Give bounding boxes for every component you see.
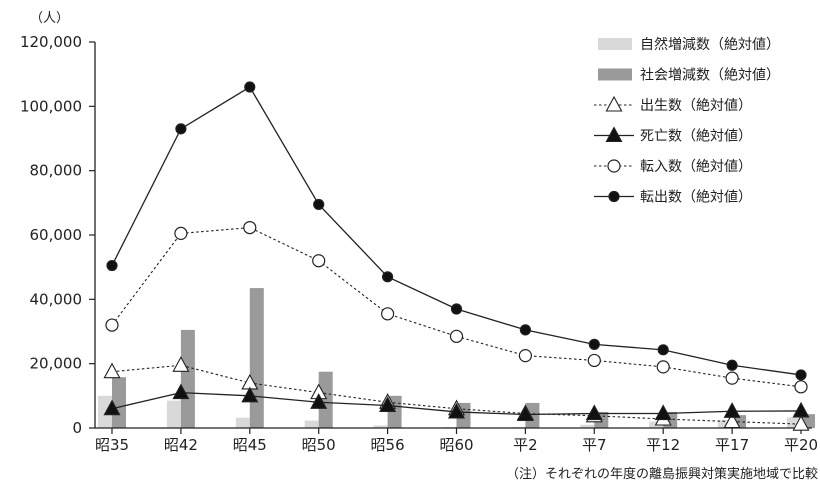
- point-move-in-8: [656, 360, 670, 374]
- point-deaths-2: [241, 386, 259, 403]
- legend-swatch-natural: [598, 38, 632, 50]
- x-tick-label: 平7: [582, 436, 607, 454]
- point-move-in-5: [449, 329, 464, 343]
- point-move-out-0: [106, 259, 118, 272]
- point-deaths-3: [310, 393, 328, 409]
- bar-social-6: [525, 402, 540, 428]
- legend-label-deaths: 死亡数（絶対値）: [640, 129, 752, 145]
- point-deaths-1: [172, 383, 190, 400]
- x-tick-label: 昭50: [302, 436, 336, 454]
- point-move-out-3: [313, 198, 325, 211]
- point-deaths-7: [585, 404, 603, 421]
- legend-marker-births: [605, 95, 623, 112]
- y-tick-label: 80,000: [30, 162, 83, 180]
- x-tick-label: 昭45: [233, 436, 267, 454]
- point-move-out-10: [795, 369, 807, 381]
- bar-natural-1: [166, 400, 181, 428]
- point-deaths-6: [516, 405, 534, 422]
- bar-natural-2: [235, 417, 250, 428]
- point-move-out-1: [175, 123, 187, 135]
- point-move-in-3: [312, 254, 326, 268]
- bar-social-1: [180, 329, 195, 428]
- legend-swatch-social: [598, 68, 632, 81]
- legend-marker-move-out: [608, 190, 620, 203]
- point-deaths-4: [379, 396, 397, 413]
- bar-social-2: [249, 288, 264, 428]
- point-deaths-10: [792, 401, 810, 418]
- x-tick-label: 平12: [646, 436, 680, 454]
- legend-marker-deaths: [605, 126, 623, 143]
- point-deaths-0: [103, 399, 121, 416]
- bar-natural-9: [718, 419, 733, 428]
- legend-label-move-in: 転入数（絶対値）: [640, 159, 752, 175]
- legend: 自然増減数（絶対値） 社会増減数（絶対値） 出生数（絶対値） 死亡数（絶対値） 転入数（…: [594, 36, 780, 206]
- y-tick-label: 0: [72, 419, 82, 437]
- point-deaths-8: [654, 404, 672, 421]
- x-tick-label: 昭56: [371, 436, 405, 454]
- legend-label-move-out: 転出数（絶対値）: [640, 190, 752, 206]
- point-move-out-6: [519, 324, 532, 336]
- x-tick-label: 平17: [715, 436, 749, 454]
- x-tick-label: 昭42: [164, 436, 198, 454]
- point-move-in-6: [518, 349, 533, 363]
- point-move-in-10: [794, 380, 808, 394]
- point-move-out-2: [244, 81, 256, 93]
- y-tick-label: 20,000: [30, 355, 83, 373]
- y-tick-label: 100,000: [20, 97, 82, 115]
- bar-natural-7: [580, 424, 595, 428]
- point-births-1: [172, 356, 190, 372]
- y-axis-unit-label: （人）: [30, 11, 69, 26]
- point-move-in-9: [725, 371, 739, 385]
- bar-natural-0: [98, 395, 112, 428]
- x-tick-label: 平20: [784, 436, 818, 454]
- point-births-0: [103, 362, 121, 379]
- legend-label-social: 社会増減数（絶対値）: [640, 67, 780, 84]
- bar-social-3: [318, 371, 333, 428]
- point-move-in-7: [587, 353, 601, 368]
- point-move-in-4: [381, 307, 395, 321]
- point-move-out-5: [450, 303, 463, 315]
- bar-natural-10: [787, 417, 801, 428]
- series-line-move-in: [111, 227, 802, 388]
- y-tick-label: 60,000: [30, 226, 83, 244]
- point-move-in-0: [105, 318, 119, 332]
- lines-layer: [103, 81, 810, 431]
- point-births-10: [792, 414, 810, 431]
- point-move-in-1: [174, 226, 188, 240]
- x-tick-label: 昭35: [95, 436, 129, 454]
- legend-marker-move-in: [607, 159, 621, 173]
- chart-note: （注）それぞれの年度の離島振興対策実施地域で比較: [506, 466, 818, 482]
- point-deaths-9: [723, 402, 741, 418]
- y-tick-label: 120,000: [20, 33, 82, 51]
- point-move-out-4: [382, 271, 394, 283]
- y-tick-label: 40,000: [30, 290, 83, 308]
- point-move-out-8: [657, 344, 669, 356]
- point-move-out-9: [726, 359, 738, 371]
- bar-social-0: [112, 377, 126, 428]
- x-tick-label: 昭60: [439, 436, 473, 454]
- legend-label-natural: 自然増減数（絶対値）: [640, 36, 780, 53]
- axes-layer: 0 20,000 40,000 60,000 80,000 100,000 120,000 昭…: [20, 33, 818, 454]
- legend-label-births: 出生数（絶対値）: [640, 98, 752, 114]
- point-move-in-2: [243, 221, 257, 235]
- point-births-9: [723, 412, 741, 429]
- bar-natural-3: [304, 420, 319, 428]
- x-tick-label: 平2: [513, 436, 538, 454]
- point-deaths-5: [447, 402, 466, 419]
- series-line-births: [111, 364, 802, 425]
- bar-natural-4: [373, 425, 388, 428]
- point-move-out-7: [588, 338, 600, 350]
